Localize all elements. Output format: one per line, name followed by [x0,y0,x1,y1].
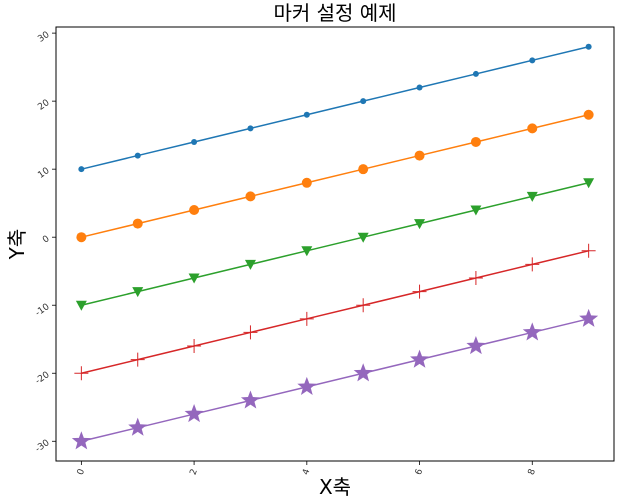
data-point [470,205,482,216]
data-point [522,322,542,341]
data-point [188,273,200,284]
y-tick-label: -20 [34,370,52,387]
series-line [81,182,589,306]
series-3 [74,243,596,381]
series-0 [78,43,592,173]
data-point [414,219,426,230]
data-point [583,109,594,120]
data-point [187,339,202,354]
data-point [525,257,540,272]
data-point [243,325,258,340]
x-tick-label: 8 [527,467,538,476]
data-point [414,150,425,161]
x-tick-label: 4 [301,467,312,476]
data-point [360,98,367,105]
data-point [245,191,256,202]
data-point [132,218,143,229]
data-point [581,243,596,258]
data-point [583,178,595,189]
data-point [244,259,256,270]
y-tick-label: 20 [36,98,51,113]
data-point [468,271,483,286]
data-point [303,111,310,118]
data-point [526,191,538,202]
series-line [81,318,589,442]
data-point [466,336,486,355]
data-point [71,431,91,450]
y-tick-label: 10 [36,166,51,181]
data-point [472,70,479,77]
data-point [301,177,312,188]
data-point [410,349,430,368]
data-point [78,166,85,173]
data-point [240,390,260,409]
data-point [358,164,369,175]
data-point [74,366,89,381]
data-point [76,232,87,243]
data-point [247,125,254,132]
data-point [134,152,141,159]
series-line [81,46,589,170]
data-point [184,404,204,423]
data-point [416,84,423,91]
x-tick-label: 0 [76,467,87,476]
series-layer [71,43,599,450]
chart-title: 마커 설정 예제 [273,1,396,25]
data-point [529,57,536,64]
data-point [585,43,592,50]
data-point [297,376,317,395]
data-point [353,363,373,382]
y-tick-label: 30 [36,30,51,45]
data-point [470,136,481,147]
data-point [299,311,314,326]
series-line [81,114,589,238]
x-tick-label: 2 [189,468,200,477]
y-axis-label: Y축 [5,229,29,261]
series-4 [71,308,599,450]
data-point [189,204,200,215]
data-point [357,232,369,243]
data-point [128,417,148,436]
data-point [191,138,198,145]
x-tick-label: 6 [414,467,425,476]
data-point [356,298,371,313]
data-point [132,287,144,298]
series-1 [76,109,594,243]
data-point [130,352,145,367]
y-tick-label: -10 [34,302,52,319]
data-point [412,284,427,299]
series-line [81,250,589,374]
series-2 [75,178,595,311]
data-point [527,123,538,134]
data-point [75,300,87,311]
data-point [579,308,599,327]
y-tick-label: -30 [34,438,52,455]
data-point [301,246,313,257]
x-axis-label: X축 [319,475,351,499]
y-tick-label: 0 [41,234,52,246]
